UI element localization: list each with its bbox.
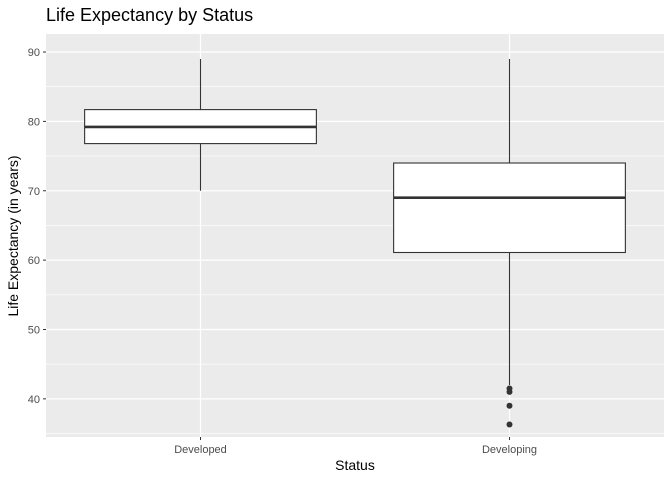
y-tick-label: 90 [28, 47, 40, 59]
minor-gridlines [46, 86, 664, 434]
x-axis-title: Status [335, 457, 375, 473]
x-tick-label: Developed [174, 444, 227, 456]
chart-title: Life Expectancy by Status [46, 5, 253, 25]
y-tick-label: 60 [28, 255, 40, 267]
x-axis-ticks: Developed Developing [174, 437, 537, 456]
outlier-point [506, 388, 513, 395]
y-tick-label: 70 [28, 186, 40, 198]
outlier-point [506, 402, 513, 409]
y-tick-label: 40 [28, 394, 40, 406]
box-series [84, 58, 626, 428]
box-developing [393, 58, 626, 428]
x-tick-label: Developing [482, 444, 537, 456]
box-iqr [393, 162, 626, 254]
outlier-point [506, 421, 513, 428]
box-developed [84, 58, 317, 191]
y-tick-label: 80 [28, 116, 40, 128]
y-axis-title: Life Expectancy (in years) [5, 155, 21, 316]
y-axis-ticks: 40 50 60 70 80 90 [28, 47, 46, 406]
y-tick-label: 50 [28, 324, 40, 336]
